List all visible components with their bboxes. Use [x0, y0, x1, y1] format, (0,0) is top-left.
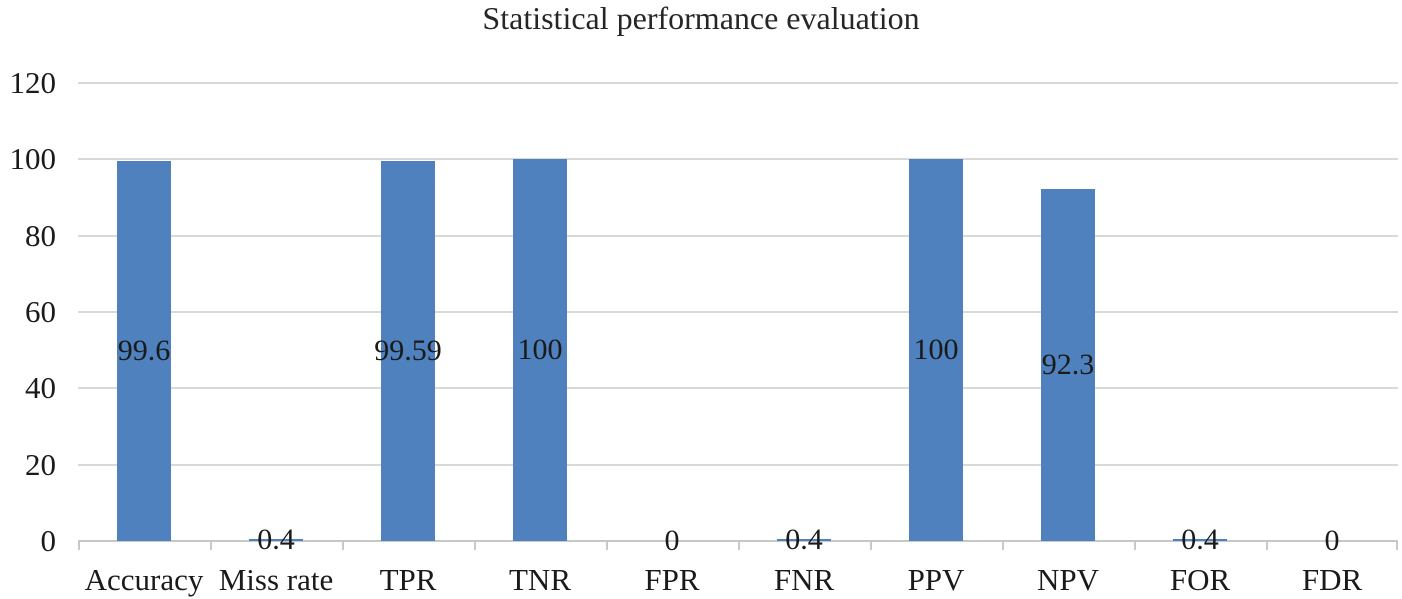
- data-label-miss-rate: 0.4: [257, 523, 295, 557]
- gridline-20: [78, 463, 1398, 466]
- bar-npv: [1041, 188, 1095, 541]
- data-label-fpr: 0: [664, 524, 680, 557]
- x-axis-tick: [1396, 541, 1398, 550]
- y-axis-label-0: 0: [40, 523, 57, 558]
- data-label-for: 0.4: [1181, 523, 1219, 557]
- category-label-fnr: FNR: [773, 562, 835, 597]
- bar-tnr: [513, 159, 567, 541]
- y-axis-label-120: 120: [9, 65, 57, 100]
- y-axis-label-40: 40: [25, 370, 56, 406]
- x-axis-tick: [606, 541, 608, 550]
- y-axis-label-80: 80: [25, 217, 56, 253]
- x-axis-tick: [738, 541, 740, 550]
- bar-ppv: [909, 159, 963, 541]
- plot-area: 99.6 0.4 99.59 100 0 0.4 100 92.3 0.4 0: [78, 82, 1398, 557]
- data-label-tpr: 99.59: [374, 333, 442, 367]
- y-axis-label-100: 100: [9, 141, 57, 177]
- gridline-120: [78, 82, 1398, 84]
- category-label-fdr: FDR: [1301, 562, 1363, 597]
- gridline-80: [78, 234, 1398, 237]
- bar-fnr: [777, 539, 831, 541]
- data-label-npv: 92.3: [1041, 347, 1095, 381]
- chart-title: Statistical performance evaluation: [482, 0, 920, 36]
- category-label-miss-rate: Miss rate: [218, 562, 334, 597]
- bar-accuracy: [117, 160, 171, 541]
- category-label-for: FOR: [1169, 562, 1231, 597]
- data-label-accuracy: 99.6: [117, 333, 171, 367]
- x-axis-tick: [78, 541, 80, 550]
- x-axis-tick: [870, 541, 872, 550]
- x-axis-tick: [1002, 541, 1004, 550]
- y-axis-label-20: 20: [25, 446, 56, 482]
- data-label-fnr: 0.4: [785, 523, 823, 557]
- gridline-40: [78, 387, 1398, 390]
- x-axis-tick: [1134, 541, 1136, 550]
- data-label-ppv: 100: [913, 333, 959, 367]
- data-label-fdr: 0: [1324, 524, 1340, 557]
- x-axis-tick: [342, 541, 344, 550]
- bar-miss-rate: [249, 539, 303, 541]
- category-label-ppv: PPV: [907, 562, 965, 597]
- bar-for: [1173, 539, 1227, 541]
- data-label-tnr: 100: [517, 333, 563, 367]
- category-label-accuracy: Accuracy: [84, 562, 204, 597]
- x-axis-tick: [210, 541, 212, 550]
- gridline-100: [78, 158, 1398, 161]
- category-label-tpr: TPR: [379, 562, 437, 597]
- gridline-60: [78, 311, 1398, 313]
- category-label-fpr: FPR: [644, 562, 700, 597]
- x-axis-tick: [474, 541, 476, 550]
- category-label-npv: NPV: [1036, 562, 1099, 597]
- x-axis-tick: [1266, 541, 1268, 550]
- bar-tpr: [381, 160, 435, 541]
- category-label-tnr: TNR: [509, 562, 571, 597]
- y-axis-label-60: 60: [25, 294, 56, 329]
